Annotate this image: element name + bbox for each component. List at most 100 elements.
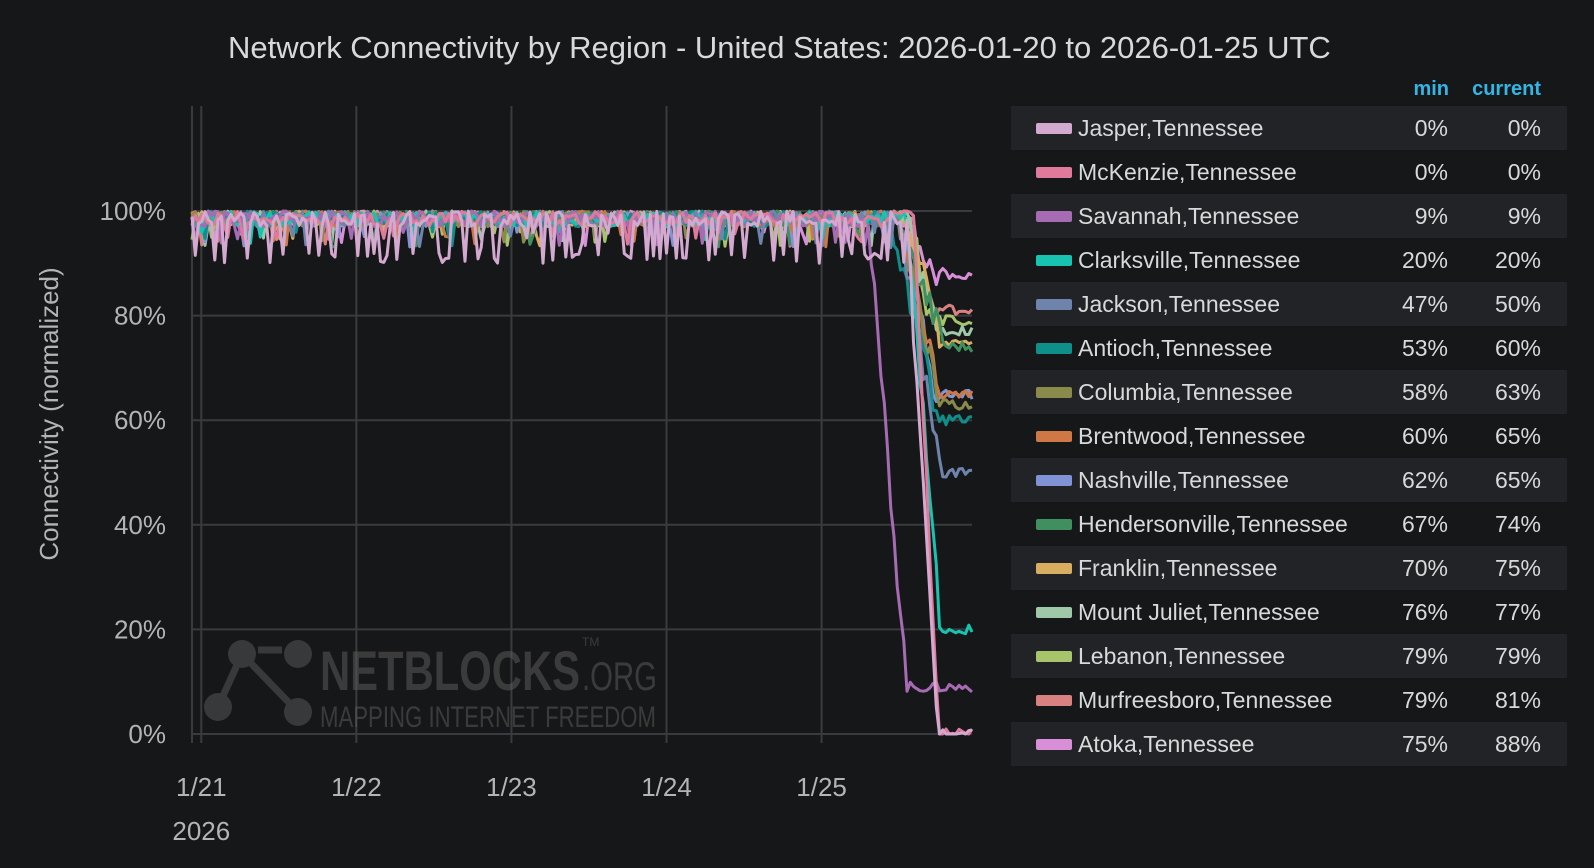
legend-row[interactable]: McKenzie,Tennessee 0% 0% xyxy=(1011,150,1567,194)
netblocks-logo: NETBLOCKS .ORG TM MAPPING INTERNET FREEDOM xyxy=(204,635,657,734)
legend-row[interactable]: Brentwood,Tennessee 60% 65% xyxy=(1011,414,1567,458)
legend-swatch xyxy=(1036,167,1072,178)
legend-swatch xyxy=(1036,255,1072,266)
legend-series-name[interactable]: Clarksville,Tennessee xyxy=(1078,247,1301,273)
legend-series-name[interactable]: Mount Juliet,Tennessee xyxy=(1078,599,1320,625)
legend-series-name[interactable]: Atoka,Tennessee xyxy=(1078,731,1255,757)
legend-row[interactable]: Jasper,Tennessee 0% 0% xyxy=(1011,106,1567,150)
legend-series-name[interactable]: Hendersonville,Tennessee xyxy=(1078,511,1348,537)
legend-swatch xyxy=(1036,651,1072,662)
chart-title: Network Connectivity by Region - United … xyxy=(228,30,1331,65)
legend-min-value: 9% xyxy=(1414,203,1448,229)
legend-min-value: 67% xyxy=(1401,511,1448,537)
legend-swatch xyxy=(1036,519,1072,530)
legend-header-current[interactable]: current xyxy=(1472,78,1541,100)
legend-min-value: 79% xyxy=(1401,687,1448,713)
legend-rows: Jasper,Tennessee 0% 0% McKenzie,Tennessee 0%… xyxy=(1011,106,1567,766)
watermark-brand: NETBLOCKS xyxy=(320,639,580,702)
legend-series-name[interactable]: Columbia,Tennessee xyxy=(1078,379,1293,405)
legend-series-name[interactable]: Lebanon,Tennessee xyxy=(1078,643,1286,669)
legend: min current Jasper,Tennessee 0% 0% McKenzie… xyxy=(1011,76,1567,766)
legend-min-value: 53% xyxy=(1401,335,1448,361)
legend-row[interactable]: Mount Juliet,Tennessee 76% 77% xyxy=(1011,590,1567,634)
legend-series-name[interactable]: Jasper,Tennessee xyxy=(1078,115,1264,141)
legend-series-name[interactable]: Murfreesboro,Tennessee xyxy=(1078,687,1333,713)
legend-row[interactable]: Clarksville,Tennessee 20% 20% xyxy=(1011,238,1567,282)
logo-node xyxy=(284,698,312,726)
legend-series-name[interactable]: McKenzie,Tennessee xyxy=(1078,159,1297,185)
legend-swatch xyxy=(1036,607,1072,618)
legend-row[interactable]: Hendersonville,Tennessee 67% 74% xyxy=(1011,502,1567,546)
legend-current-value: 65% xyxy=(1494,423,1541,449)
legend-swatch xyxy=(1036,695,1072,706)
legend-row[interactable]: Lebanon,Tennessee 79% 79% xyxy=(1011,634,1567,678)
legend-header: min current xyxy=(1011,76,1567,106)
legend-series-name[interactable]: Nashville,Tennessee xyxy=(1078,467,1289,493)
legend-current-value: 50% xyxy=(1494,291,1541,317)
legend-row[interactable]: Murfreesboro,Tennessee 79% 81% xyxy=(1011,678,1567,722)
legend-swatch xyxy=(1036,387,1072,398)
y-tick-label: 20% xyxy=(114,614,166,644)
legend-header-min[interactable]: min xyxy=(1413,78,1449,100)
legend-current-value: 65% xyxy=(1494,467,1541,493)
legend-swatch xyxy=(1036,739,1072,750)
x-tick-label: 1/24 xyxy=(641,772,692,802)
y-tick-label: 80% xyxy=(114,301,166,331)
x-tick-label: 1/21 xyxy=(176,772,227,802)
legend-swatch xyxy=(1036,563,1072,574)
legend-min-value: 20% xyxy=(1401,247,1448,273)
legend-current-value: 63% xyxy=(1494,379,1541,405)
axis-layer: 0% 20% 40% 60% 80% 100% 1/21 1/22 1/23 1/24 1/25 20… xyxy=(100,196,847,846)
legend-min-value: 70% xyxy=(1401,555,1448,581)
legend-row[interactable]: Columbia,Tennessee 58% 63% xyxy=(1011,370,1567,414)
legend-series-name[interactable]: Brentwood,Tennessee xyxy=(1078,423,1306,449)
x-tick-label: 1/22 xyxy=(331,772,382,802)
legend-swatch xyxy=(1036,343,1072,354)
series-layer xyxy=(190,209,974,736)
legend-series-name[interactable]: Jackson,Tennessee xyxy=(1078,291,1281,317)
logo-node xyxy=(284,640,312,668)
legend-current-value: 88% xyxy=(1494,731,1541,757)
legend-min-value: 0% xyxy=(1414,115,1448,141)
y-axis-title: Connectivity (normalized) xyxy=(34,267,64,560)
legend-min-value: 60% xyxy=(1401,423,1448,449)
legend-swatch xyxy=(1036,299,1072,310)
legend-current-value: 0% xyxy=(1507,159,1541,185)
logo-node xyxy=(228,640,256,668)
legend-swatch xyxy=(1036,475,1072,486)
x-tick-label: 1/25 xyxy=(796,772,847,802)
legend-swatch xyxy=(1036,123,1072,134)
legend-series-name[interactable]: Antioch,Tennessee xyxy=(1078,335,1273,361)
y-tick-label: 100% xyxy=(100,196,167,226)
logo-node xyxy=(204,693,232,721)
legend-row[interactable]: Savannah,Tennessee 9% 9% xyxy=(1011,194,1567,238)
netblocks-watermark: NETBLOCKS .ORG TM MAPPING INTERNET FREEDOM xyxy=(204,635,657,734)
legend-min-value: 76% xyxy=(1401,599,1448,625)
y-tick-label: 60% xyxy=(114,405,166,435)
legend-swatch xyxy=(1036,431,1072,442)
legend-min-value: 0% xyxy=(1414,159,1448,185)
legend-series-name[interactable]: Franklin,Tennessee xyxy=(1078,555,1278,581)
legend-series-name[interactable]: Savannah,Tennessee xyxy=(1078,203,1300,229)
legend-min-value: 75% xyxy=(1401,731,1448,757)
y-tick-label: 40% xyxy=(114,510,166,540)
series-line xyxy=(190,209,973,736)
legend-current-value: 81% xyxy=(1494,687,1541,713)
legend-current-value: 77% xyxy=(1494,599,1541,625)
legend-min-value: 62% xyxy=(1401,467,1448,493)
watermark-tld: .ORG xyxy=(582,655,657,699)
legend-current-value: 20% xyxy=(1494,247,1541,273)
legend-current-value: 60% xyxy=(1494,335,1541,361)
x-year-label: 2026 xyxy=(172,816,230,846)
legend-row[interactable]: Antioch,Tennessee 53% 60% xyxy=(1011,326,1567,370)
legend-current-value: 74% xyxy=(1494,511,1541,537)
legend-row[interactable]: Atoka,Tennessee 75% 88% xyxy=(1011,722,1567,766)
legend-row[interactable]: Jackson,Tennessee 47% 50% xyxy=(1011,282,1567,326)
y-tick-label: 0% xyxy=(128,719,166,749)
legend-row[interactable]: Franklin,Tennessee 70% 75% xyxy=(1011,546,1567,590)
legend-current-value: 79% xyxy=(1494,643,1541,669)
legend-min-value: 47% xyxy=(1401,291,1448,317)
legend-row[interactable]: Nashville,Tennessee 62% 65% xyxy=(1011,458,1567,502)
series-line xyxy=(190,209,974,636)
